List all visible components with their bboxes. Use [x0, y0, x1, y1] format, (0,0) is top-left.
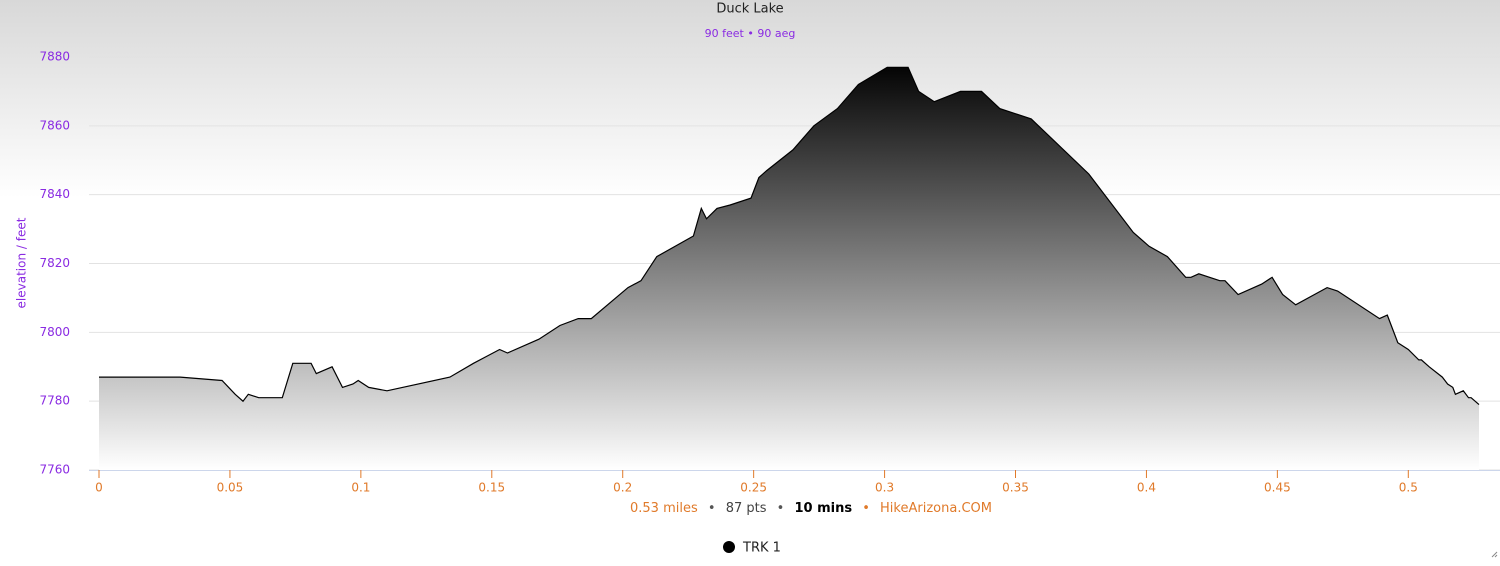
- y-tick-label: 7760: [39, 463, 70, 477]
- footer-duration: 10 mins: [794, 501, 852, 516]
- footer: 0.53 miles • 87 pts • 10 mins • HikeAriz…: [630, 501, 992, 516]
- footer-separator: •: [777, 501, 785, 516]
- x-tick-label: 0: [95, 481, 103, 495]
- area-fill: [99, 67, 1479, 471]
- x-tick-label: 0.5: [1399, 481, 1418, 495]
- x-tick-label: 0.4: [1137, 481, 1156, 495]
- y-tick-label: 7880: [39, 50, 70, 64]
- y-tick-label: 7800: [39, 325, 70, 339]
- footer-site: HikeArizona.COM: [880, 501, 992, 516]
- y-tick-label: 7860: [39, 118, 70, 132]
- y-tick-label: 7780: [39, 394, 70, 408]
- legend-marker: [723, 541, 735, 553]
- chart-title: Duck Lake: [716, 2, 783, 17]
- y-tick-label: 7820: [39, 256, 70, 270]
- footer-separator: •: [708, 501, 716, 516]
- y-axis-label: elevation / feet: [15, 217, 29, 308]
- y-tick-label: 7840: [39, 187, 70, 201]
- legend-label: TRK 1: [742, 541, 781, 556]
- x-tick-label: 0.15: [478, 481, 505, 495]
- resize-handle: [1491, 551, 1498, 558]
- footer-points: 87 pts: [726, 501, 767, 516]
- x-tick-label: 0.1: [351, 481, 370, 495]
- x-tick-label: 0.25: [740, 481, 767, 495]
- x-tick-label: 0.45: [1264, 481, 1291, 495]
- x-tick-label: 0.35: [1002, 481, 1029, 495]
- footer-distance: 0.53 miles: [630, 501, 698, 516]
- x-tick-label: 0.3: [875, 481, 894, 495]
- x-tick-label: 0.2: [613, 481, 632, 495]
- x-tick-label: 0.05: [217, 481, 244, 495]
- chart-subtitle: 90 feet • 90 aeg: [705, 27, 796, 40]
- footer-separator: •: [862, 501, 870, 516]
- elevation-line: [99, 66, 1480, 406]
